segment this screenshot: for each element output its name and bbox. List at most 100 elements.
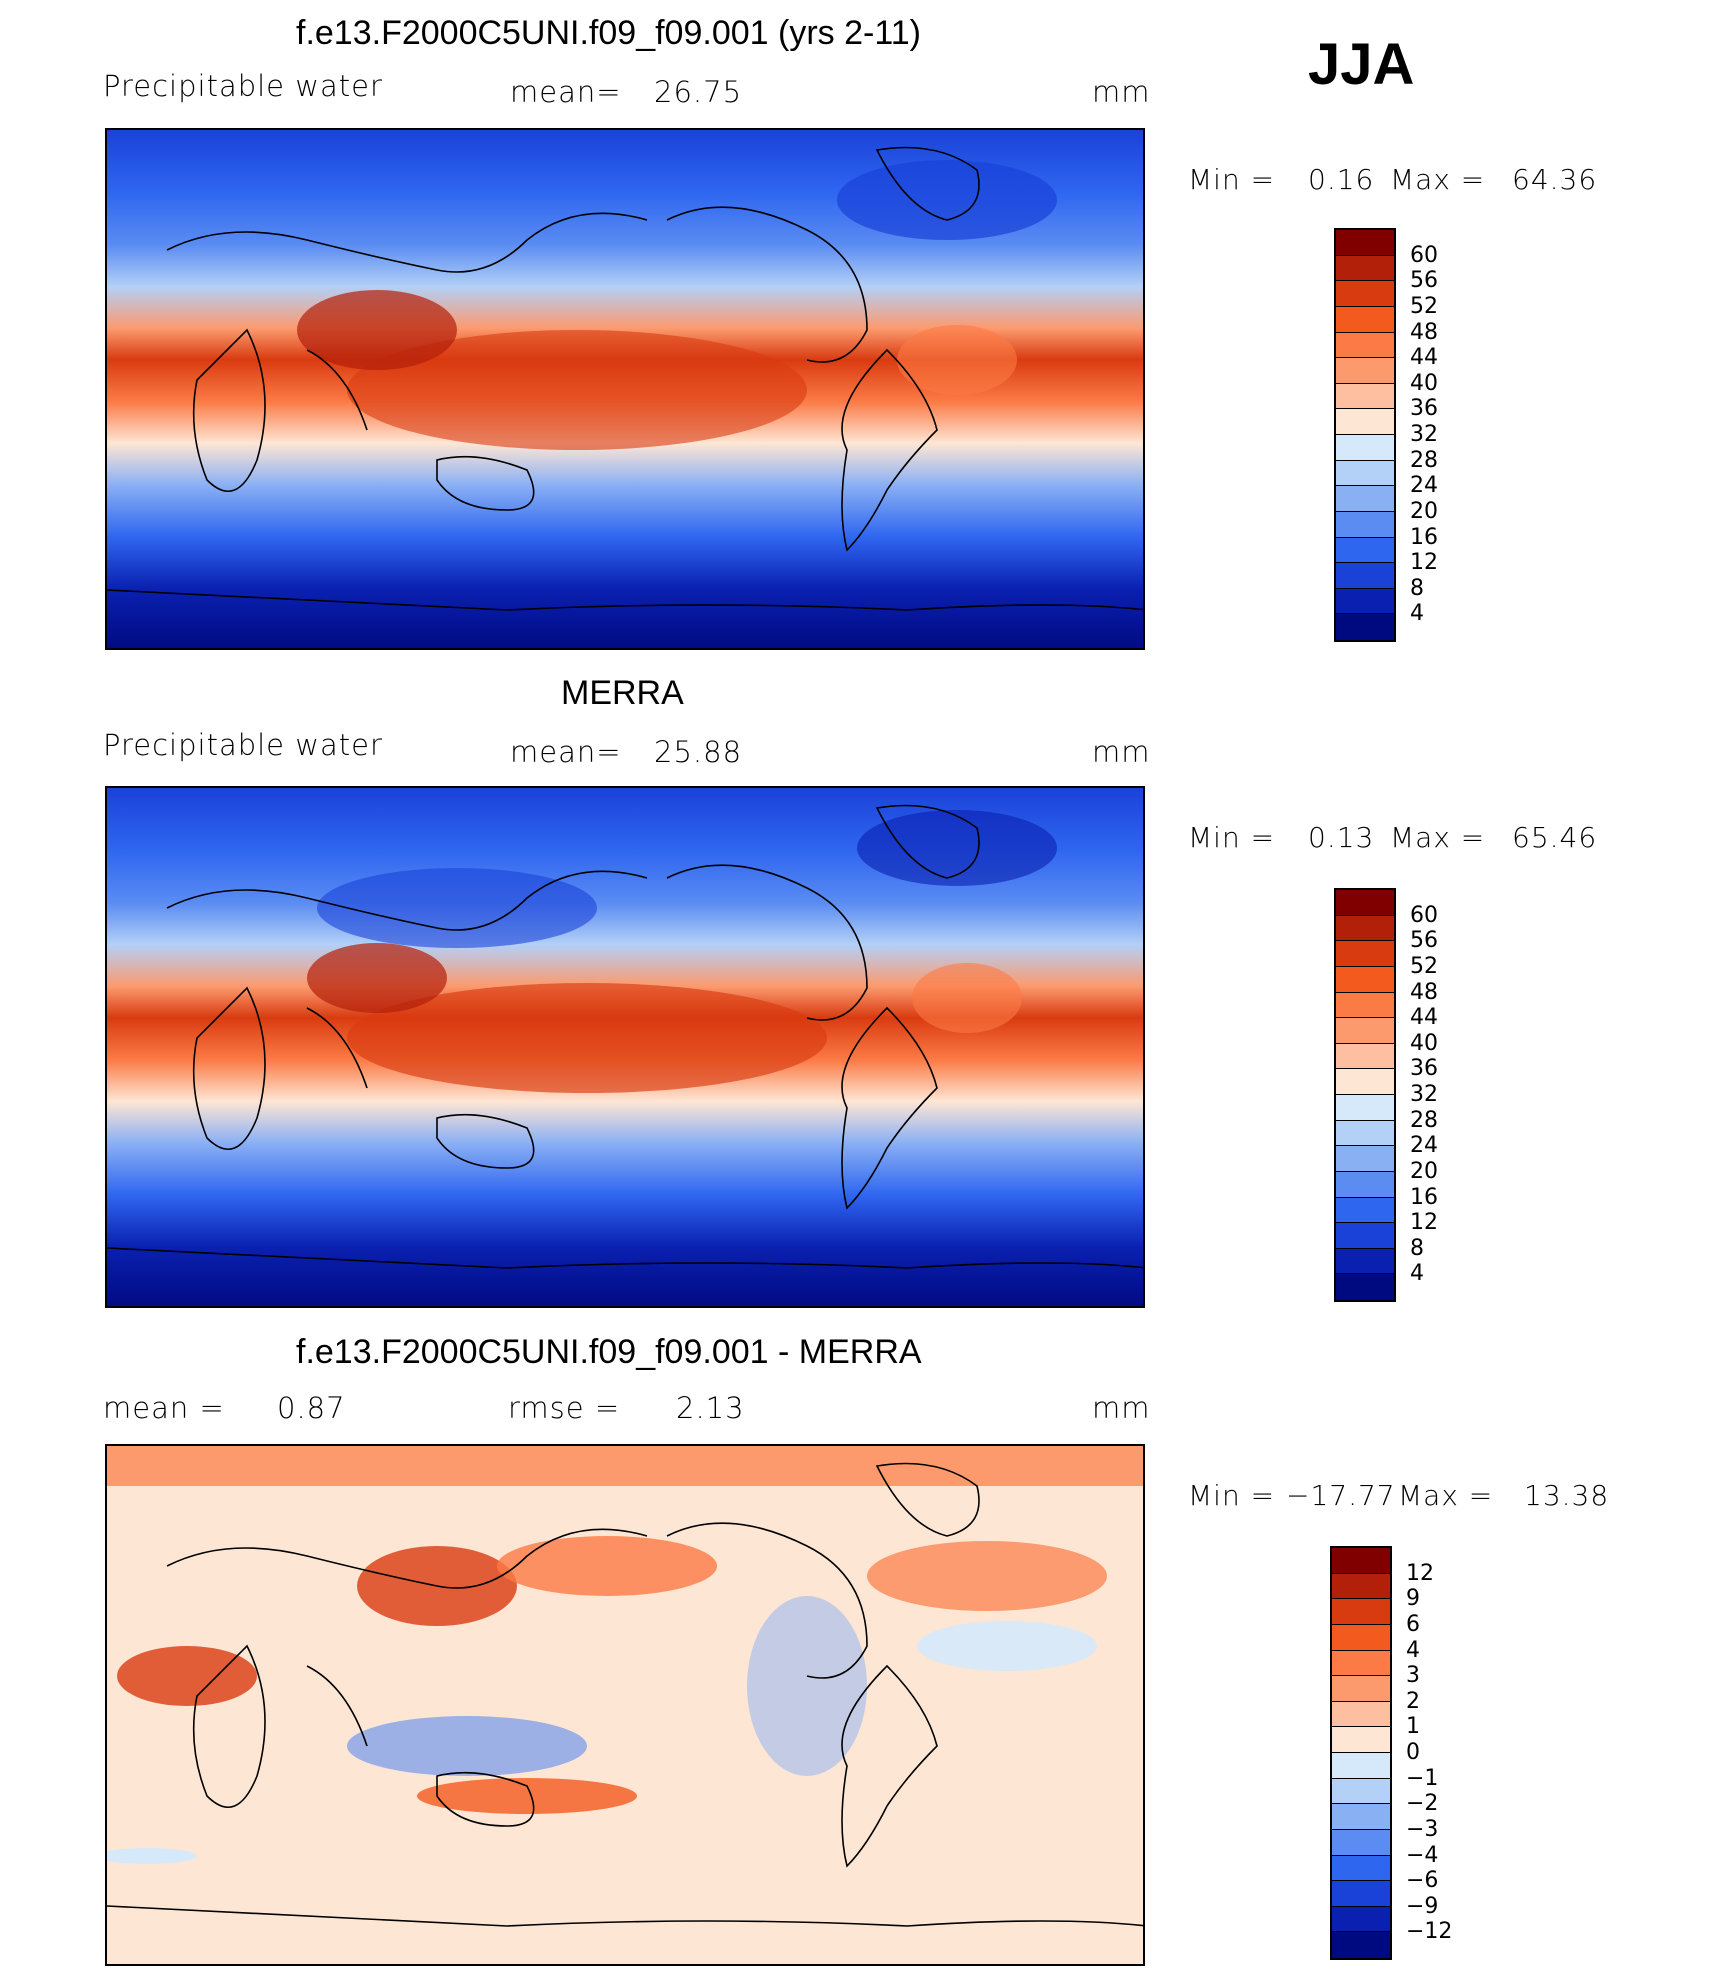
colorbar-segment — [1332, 1727, 1390, 1753]
colorbar-segment — [1332, 1932, 1390, 1958]
colorbar-segment — [1336, 358, 1394, 384]
colorbar-segment — [1336, 1018, 1394, 1044]
colorbar-tick-label: 2 — [1406, 1688, 1420, 1714]
max-value: 13.38 — [1524, 1479, 1610, 1512]
colorbar-tick-label: 9 — [1406, 1586, 1420, 1612]
colorbar-segment — [1332, 1676, 1390, 1702]
max-label: Max = — [1398, 1479, 1494, 1512]
mean-value: 25.88 — [654, 735, 743, 769]
colorbar-tick-label: 4 — [1410, 601, 1424, 627]
colorbar-tick-label: 28 — [1410, 447, 1438, 473]
panel-title: MERRA — [561, 674, 684, 712]
panel-title: f.e13.F2000C5UNI.f09_f09.001 (yrs 2-11) — [296, 14, 921, 52]
colorbar-segment — [1336, 966, 1394, 993]
colorbar-tick-label: −1 — [1406, 1765, 1439, 1791]
colorbar-tick-label: 36 — [1410, 1056, 1438, 1082]
colorbar-tick-label: 20 — [1410, 498, 1438, 524]
colorbar-segment — [1332, 1778, 1390, 1805]
colorbar-tick-label: 4 — [1410, 1261, 1424, 1287]
colorbar-tick-label: 6 — [1406, 1611, 1420, 1637]
colorbar-tick-label: 28 — [1410, 1107, 1438, 1133]
colorbar-segment — [1336, 1069, 1394, 1095]
colorbar-segment — [1336, 486, 1394, 512]
colorbar-tick-label: 4 — [1406, 1637, 1420, 1663]
colorbar-segment — [1332, 1804, 1390, 1830]
colorbar-segment — [1336, 332, 1394, 359]
colorbar-segment — [1336, 588, 1394, 615]
colorbar-segment — [1336, 614, 1394, 640]
variable-label: Precipitable water — [103, 69, 383, 103]
colorbar-segment — [1336, 1171, 1394, 1198]
colorbar-tick-label: 16 — [1410, 524, 1438, 550]
colorbar-tick-label: 20 — [1410, 1158, 1438, 1184]
unit-label: mm — [1092, 735, 1151, 769]
colorbar-tick-label: 3 — [1406, 1663, 1420, 1689]
colorbar-segment — [1332, 1599, 1390, 1625]
colorbar-segment — [1332, 1881, 1390, 1907]
colorbar-segment — [1336, 1043, 1394, 1070]
colorbar-segment — [1332, 1906, 1390, 1933]
colorbar-segment — [1336, 1120, 1394, 1147]
colorbar-tick-label: 40 — [1410, 370, 1438, 396]
colorbar — [1334, 888, 1396, 1302]
min-label: Min = — [1188, 821, 1276, 854]
colorbar-tick-label: 56 — [1410, 928, 1438, 954]
colorbar-tick-label: 8 — [1410, 1235, 1424, 1261]
unit-label: mm — [1092, 75, 1151, 109]
colorbar-segment — [1336, 915, 1394, 942]
colorbar-tick-label: 24 — [1410, 473, 1438, 499]
variable-label: Precipitable water — [103, 728, 383, 762]
rmse-label: rmse = — [508, 1391, 621, 1425]
colorbar-segment — [1336, 563, 1394, 589]
colorbar-segment — [1336, 1274, 1394, 1300]
unit-label: mm — [1092, 1391, 1151, 1425]
colorbar-segment — [1332, 1855, 1390, 1882]
mean-label: mean= — [510, 735, 622, 769]
colorbar-tick-label: 24 — [1410, 1133, 1438, 1159]
colorbar-segment — [1336, 1095, 1394, 1121]
mean-value: 0.87 — [277, 1391, 346, 1425]
colorbar-tick-label: 60 — [1410, 902, 1438, 928]
rmse-value: 2.13 — [676, 1391, 745, 1425]
colorbar-segment — [1336, 255, 1394, 282]
min-value: 0.13 — [1308, 821, 1375, 854]
colorbar-segment — [1332, 1650, 1390, 1677]
colorbar-tick-label: −4 — [1406, 1842, 1439, 1868]
colorbar-segment — [1336, 409, 1394, 435]
map-model — [105, 128, 1145, 650]
mean-value: 26.75 — [654, 75, 743, 109]
colorbar-tick-label: −12 — [1406, 1919, 1453, 1945]
max-value: 65.46 — [1512, 821, 1598, 854]
colorbar-segment — [1336, 992, 1394, 1019]
colorbar-tick-label: 44 — [1410, 1005, 1438, 1031]
colorbar-segment — [1332, 1624, 1390, 1651]
colorbar-segment — [1336, 1223, 1394, 1249]
colorbar-segment — [1336, 435, 1394, 461]
colorbar-tick-label: 16 — [1410, 1184, 1438, 1210]
colorbar-segment — [1336, 941, 1394, 967]
max-label: Max = — [1390, 163, 1486, 196]
colorbar-segment — [1336, 1197, 1394, 1224]
colorbar-segment — [1336, 383, 1394, 410]
colorbar-segment — [1336, 511, 1394, 538]
colorbar-segment — [1336, 1146, 1394, 1172]
colorbar-tick-label: 8 — [1410, 575, 1424, 601]
colorbar-tick-label: −9 — [1406, 1893, 1439, 1919]
colorbar-tick-label: −3 — [1406, 1816, 1439, 1842]
mean-label: mean = — [103, 1391, 225, 1425]
colorbar-segment — [1336, 1248, 1394, 1275]
colorbar-tick-label: 48 — [1410, 979, 1438, 1005]
max-label: Max = — [1390, 821, 1486, 854]
colorbar-segment — [1332, 1701, 1390, 1728]
colorbar-tick-label: 36 — [1410, 396, 1438, 422]
mean-label: mean= — [510, 75, 622, 109]
colorbar-tick-label: 12 — [1406, 1560, 1434, 1586]
colorbar-segment — [1336, 890, 1394, 916]
colorbar-tick-label: 32 — [1410, 1082, 1438, 1107]
colorbar-segment — [1332, 1573, 1390, 1600]
colorbar-segment — [1336, 230, 1394, 256]
map-difference — [105, 1444, 1145, 1966]
colorbar-tick-label: 52 — [1410, 953, 1438, 979]
min-label: Min = — [1188, 163, 1276, 196]
min-value: −17.77 — [1286, 1479, 1396, 1512]
